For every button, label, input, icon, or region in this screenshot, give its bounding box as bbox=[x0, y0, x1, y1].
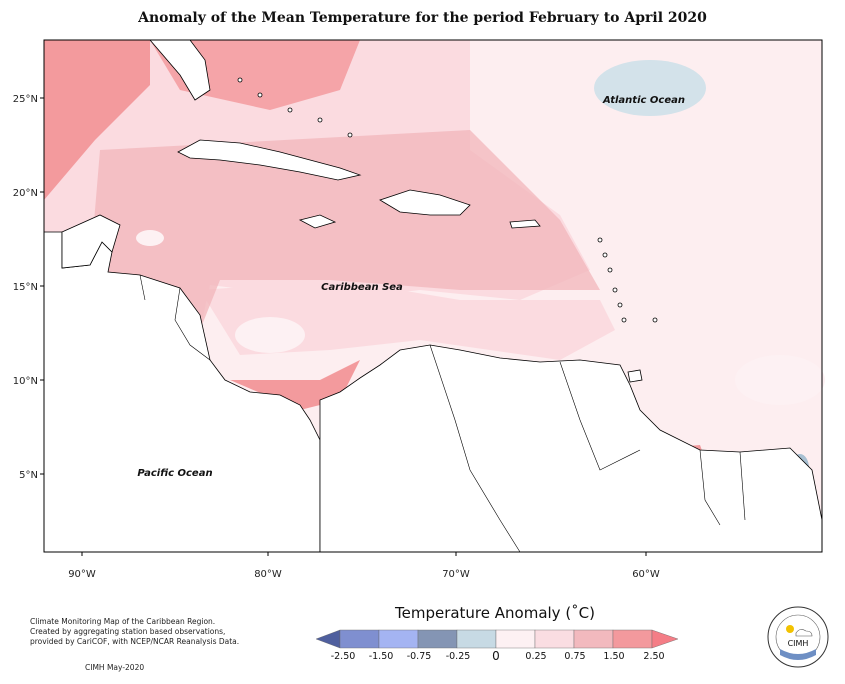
credits-line: Created by aggregating station based obs… bbox=[30, 627, 226, 636]
lon-tick-label: 90°W bbox=[68, 569, 96, 580]
credits-block: Climate Monitoring Map of the Caribbean … bbox=[30, 617, 250, 673]
legend-tick-label: -0.75 bbox=[407, 651, 432, 662]
legend-tick-label: 0 bbox=[492, 649, 500, 663]
legend-tick-label: 0.75 bbox=[564, 651, 585, 662]
map-border bbox=[43, 39, 823, 553]
logo-text: CIMH bbox=[788, 639, 809, 648]
credits-stamp: CIMH May-2020 bbox=[85, 663, 145, 672]
credits-line: Climate Monitoring Map of the Caribbean … bbox=[30, 617, 216, 626]
legend-tick-label: -1.50 bbox=[369, 651, 394, 662]
legend-tick-label: -2.50 bbox=[331, 651, 356, 662]
legend-swatch bbox=[339, 629, 380, 649]
legend-title: Temperature Anomaly (˚C) bbox=[394, 604, 596, 622]
lon-axis: 90°W 80°W 70°W 60°W bbox=[68, 552, 660, 580]
legend-swatch bbox=[534, 629, 575, 649]
credits-line: provided by CariCOF, with NCEP/NCAR Rean… bbox=[30, 637, 240, 646]
legend-swatch bbox=[495, 629, 536, 649]
legend-swatch bbox=[612, 629, 653, 649]
legend-tick-label: 1.50 bbox=[603, 651, 624, 662]
lat-tick-label: 15°N bbox=[13, 282, 38, 293]
lat-tick-label: 5°N bbox=[19, 470, 38, 481]
legend-ticks: -2.50 -1.50 -0.75 -0.25 0 0.25 0.75 1.50… bbox=[331, 649, 665, 663]
label-atlantic-ocean: Atlantic Ocean bbox=[602, 95, 685, 106]
lon-tick-label: 80°W bbox=[254, 569, 282, 580]
legend-tick-label: 2.50 bbox=[643, 651, 664, 662]
landmass bbox=[43, 39, 823, 553]
cloud-icon bbox=[795, 629, 813, 637]
legend-swatch bbox=[315, 629, 341, 649]
legend-swatch bbox=[378, 629, 419, 649]
country-borders bbox=[139, 274, 746, 553]
sun-icon bbox=[786, 625, 794, 633]
legend-swatch bbox=[651, 629, 679, 649]
lat-axis: 25°N 20°N 15°N 10°N 5°N bbox=[13, 94, 44, 481]
legend-tick-label: 0.25 bbox=[525, 651, 546, 662]
lon-tick-label: 70°W bbox=[442, 569, 470, 580]
legend-swatch bbox=[417, 629, 458, 649]
lat-tick-label: 20°N bbox=[13, 188, 38, 199]
lat-tick-label: 10°N bbox=[13, 376, 38, 387]
legend-swatch bbox=[573, 629, 614, 649]
lon-tick-label: 60°W bbox=[632, 569, 660, 580]
legend-swatch bbox=[456, 629, 497, 649]
label-pacific-ocean: Pacific Ocean bbox=[137, 468, 212, 479]
lat-tick-label: 25°N bbox=[13, 94, 38, 105]
legend-colorbar bbox=[315, 629, 679, 649]
label-caribbean-sea: Caribbean Sea bbox=[321, 282, 403, 293]
legend-tick-label: -0.25 bbox=[446, 651, 471, 662]
map-title: Anomaly of the Mean Temperature for the … bbox=[138, 10, 707, 26]
cimh-logo: CIMH bbox=[767, 606, 829, 668]
